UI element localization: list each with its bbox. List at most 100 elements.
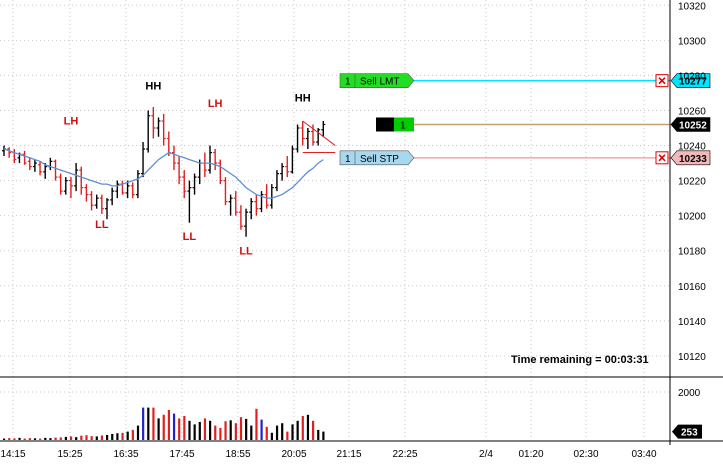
volume-bar — [229, 420, 232, 440]
price-bar — [228, 194, 233, 216]
order-stop[interactable]: 1 Sell STP 10233 — [339, 150, 711, 166]
price-bar — [115, 180, 120, 199]
swing-annotations: LH LL HH LL LH LL HH — [64, 80, 311, 257]
price-bar — [244, 208, 249, 237]
time-tick-label: 18:55 — [225, 449, 250, 460]
volume-bar — [64, 436, 67, 440]
volume-bar — [245, 418, 248, 440]
volume-bar — [312, 420, 315, 440]
volume-bar — [23, 438, 26, 440]
price-bar — [68, 177, 73, 199]
volume-bar — [209, 420, 212, 440]
price-bar — [135, 170, 140, 199]
price-bar — [161, 113, 166, 146]
swing-label: LL — [183, 231, 197, 243]
order-label-box — [339, 73, 415, 88]
volume-bar — [322, 431, 325, 440]
time-tick-label: 2/4 — [479, 449, 493, 460]
price-bar — [290, 145, 295, 174]
volume-bar — [54, 437, 57, 440]
price-tick-label: 10260 — [678, 106, 706, 117]
price-tick-label: 10240 — [678, 142, 706, 153]
price-bar — [295, 124, 300, 153]
price-bar — [89, 191, 94, 211]
price-tick-label: 10300 — [678, 36, 706, 47]
price-bar — [208, 145, 212, 174]
volume-bar — [255, 408, 258, 440]
volume-bar — [39, 438, 42, 440]
grid — [0, 0, 670, 440]
price-bar — [151, 106, 156, 139]
volume-bar — [121, 432, 124, 440]
price-bar — [177, 156, 182, 185]
time-tick-label: 16:35 — [113, 449, 138, 460]
price-bar — [84, 184, 89, 202]
price-bar — [156, 117, 161, 137]
price-tag-label: 10277 — [679, 77, 707, 88]
price-bar — [311, 124, 315, 146]
volume-bar — [317, 429, 320, 440]
order-limit[interactable]: 1 Sell LMT 10277 — [339, 73, 711, 88]
volume-bar — [291, 424, 294, 440]
price-bar — [218, 159, 223, 185]
volume-bar — [167, 410, 170, 440]
volume-bar — [234, 423, 237, 440]
price-bar — [321, 120, 326, 137]
price-bar — [48, 157, 53, 171]
cancel-order-icon[interactable] — [655, 151, 669, 165]
volume-bar — [250, 425, 253, 440]
price-bar — [213, 149, 218, 171]
swing-label: LL — [95, 219, 109, 231]
price-bar — [269, 184, 274, 209]
price-bar — [105, 198, 109, 220]
price-bar — [125, 180, 130, 199]
price-bar — [79, 166, 84, 195]
volume-bar — [100, 435, 104, 440]
price-bar — [27, 157, 32, 171]
swing-label: LH — [208, 98, 223, 110]
volume-bar — [116, 433, 119, 440]
volume-bar — [296, 420, 299, 440]
volume-bar — [214, 425, 217, 440]
moving-average — [3, 148, 324, 199]
price-tag — [670, 150, 711, 166]
price-tick-label: 10280 — [678, 71, 706, 82]
price-tag-label: 10233 — [679, 154, 707, 165]
volume-bar — [3, 438, 6, 440]
volume-bar — [49, 438, 52, 440]
swing-label: HH — [295, 93, 311, 105]
price-bar — [187, 180, 192, 223]
cancel-order-icon[interactable] — [655, 74, 669, 88]
price-bar — [192, 173, 197, 195]
moving-average-line — [3, 148, 324, 199]
price-bar — [182, 170, 187, 199]
volume-bar — [306, 414, 310, 440]
volume-bar — [33, 438, 37, 440]
volume-bar — [75, 437, 78, 440]
cancel-x — [658, 154, 666, 162]
order-position[interactable]: 1 1 10252 — [376, 117, 711, 132]
price-bar — [58, 173, 63, 195]
price-bar — [254, 194, 259, 216]
volume-bar — [152, 407, 155, 440]
price-tick-label: 10220 — [678, 177, 706, 188]
price-bar — [259, 191, 264, 213]
price-tag-label: 10252 — [679, 120, 707, 131]
price-bar — [249, 198, 254, 220]
price-bar — [223, 177, 228, 206]
price-bar — [274, 170, 279, 192]
price-tag — [670, 73, 711, 88]
price-tick-label: 10180 — [678, 247, 706, 258]
price-bar — [141, 142, 146, 178]
order-label: Sell STP — [360, 154, 399, 165]
price-bar — [32, 159, 37, 172]
swing-label: HH — [145, 80, 161, 92]
order-lines[interactable]: 1 Sell LMT 10277 1 1 10252 1 Sell STP 10233 — [339, 73, 711, 166]
price-bar — [171, 145, 176, 171]
volume-bar — [157, 418, 160, 440]
volume-bar — [172, 413, 176, 440]
swing-label: LL — [239, 245, 253, 257]
triangle-pattern — [302, 120, 336, 154]
price-bar — [63, 177, 68, 195]
